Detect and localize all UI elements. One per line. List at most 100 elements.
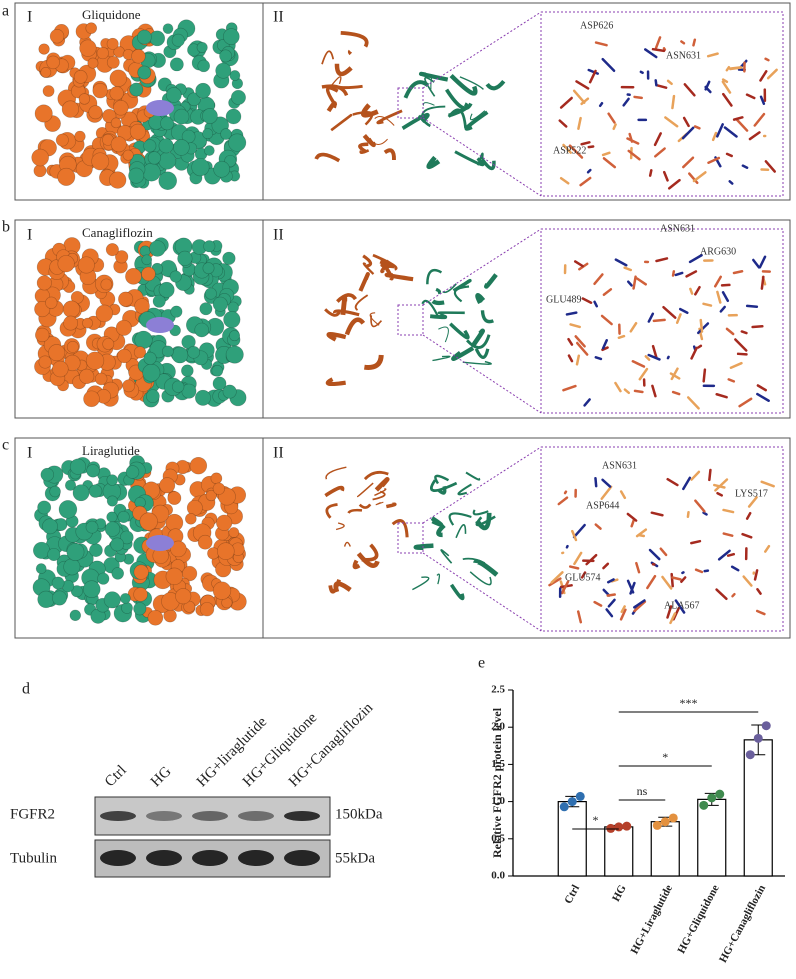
ribbon [360, 274, 368, 291]
atom [223, 252, 236, 265]
ligand [146, 317, 174, 333]
ribbon [326, 467, 346, 479]
stick [616, 260, 626, 266]
stick [694, 172, 705, 181]
atom [203, 263, 214, 274]
band [238, 811, 274, 821]
atom [144, 140, 156, 152]
atom [111, 538, 124, 551]
atom [173, 139, 189, 155]
band [146, 850, 182, 866]
data-point [699, 801, 708, 810]
atom [105, 522, 120, 537]
stick [725, 128, 737, 137]
atom [219, 50, 231, 62]
stick [677, 314, 680, 322]
data-point [715, 790, 724, 799]
atom [159, 172, 177, 190]
stick [633, 361, 644, 366]
atom [172, 347, 188, 363]
atom [137, 30, 151, 44]
ribbon [438, 327, 448, 342]
data-point [622, 822, 631, 831]
atom [162, 346, 173, 357]
atom [87, 464, 100, 477]
ribbon [356, 295, 368, 310]
atom [149, 241, 165, 257]
stick [650, 550, 659, 559]
atom [82, 318, 92, 328]
stick [607, 609, 612, 616]
atom [159, 478, 174, 493]
stick [582, 142, 590, 144]
stick [621, 492, 625, 498]
ribbon [386, 504, 395, 506]
stick [713, 133, 716, 140]
residue-label: ASN631 [660, 223, 695, 234]
atom [142, 267, 156, 281]
significance-label: * [662, 750, 668, 764]
part-label: II [273, 227, 284, 244]
ribbon [476, 562, 497, 575]
stick [588, 170, 590, 172]
stick [734, 117, 742, 119]
stick [565, 492, 566, 493]
band [100, 811, 136, 821]
atom [142, 163, 160, 181]
blot-image [95, 797, 330, 877]
atom [195, 323, 209, 337]
bar [698, 799, 726, 876]
data-point [653, 821, 662, 830]
atom [107, 496, 118, 507]
data-point [754, 734, 763, 743]
stick [743, 166, 747, 168]
stick [664, 48, 665, 49]
ribbon [328, 379, 346, 384]
stick [602, 487, 611, 499]
stick [656, 80, 657, 85]
stick [563, 386, 575, 390]
atom [107, 56, 119, 68]
stick [687, 271, 696, 276]
zoom-box [398, 305, 423, 335]
molecular-art [32, 12, 783, 631]
stick [655, 133, 661, 144]
x-tick-label: HG [610, 883, 629, 904]
stick [662, 577, 671, 588]
stick [704, 513, 707, 515]
ligand [146, 535, 174, 551]
stick [717, 292, 720, 303]
stick [608, 595, 615, 596]
data-point [576, 792, 585, 801]
stick [663, 307, 675, 318]
stick [690, 289, 692, 294]
atom [86, 23, 97, 34]
stick [750, 132, 759, 139]
ribbon [412, 577, 428, 590]
atom [79, 369, 94, 384]
stick [715, 277, 720, 286]
stick [646, 356, 649, 359]
atom [110, 70, 127, 87]
stick [604, 158, 615, 167]
atom [67, 543, 84, 560]
atom [33, 542, 50, 559]
compound-name: Liraglutide [82, 443, 140, 458]
stick [727, 154, 732, 156]
data-point [661, 817, 670, 826]
atom [175, 588, 191, 604]
ribbon [371, 315, 381, 326]
atom [200, 602, 214, 616]
atom [78, 257, 94, 273]
stick [567, 313, 576, 315]
atom [110, 86, 124, 100]
y-tick-label: 0.5 [491, 832, 505, 844]
stick [655, 149, 664, 157]
stick [698, 346, 701, 348]
atom [39, 44, 50, 55]
stick [747, 513, 750, 518]
stick [692, 472, 699, 480]
atom [35, 328, 49, 342]
atom [32, 149, 49, 166]
stick [577, 81, 589, 88]
